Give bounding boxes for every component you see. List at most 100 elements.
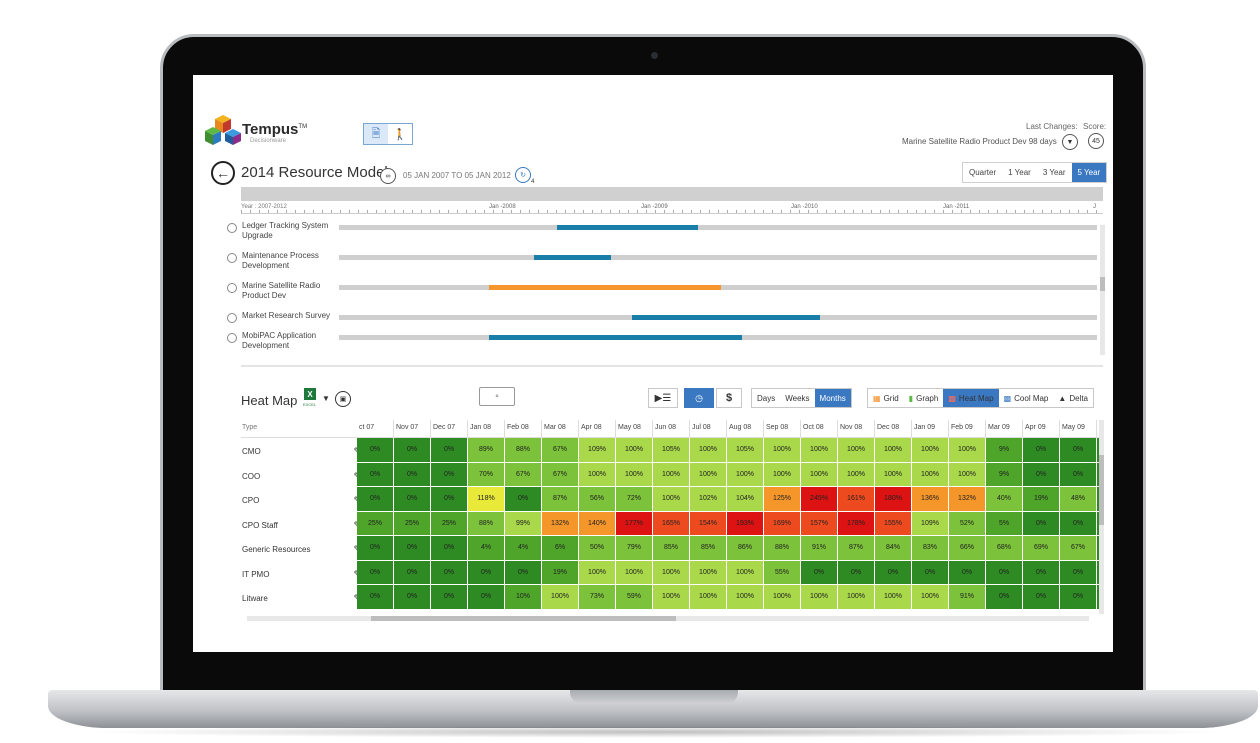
heatmap-cell[interactable]: 0% [468, 585, 505, 610]
heatmap-cell[interactable]: 132% [949, 487, 986, 512]
score-badge[interactable]: 45 [1088, 133, 1104, 149]
heatmap-cell[interactable]: 0% [949, 560, 986, 585]
range-tab-1-year[interactable]: 1 Year [1008, 168, 1031, 177]
heatmap-horizontal-scrollbar[interactable] [247, 616, 1089, 621]
heatmap-cell[interactable]: 100% [579, 560, 616, 585]
heatmap-cell[interactable] [1097, 487, 1099, 512]
heatmap-cell[interactable]: 0% [1023, 560, 1060, 585]
heatmap-cell[interactable]: 88% [468, 511, 505, 536]
heatmap-cell[interactable]: 0% [986, 560, 1023, 585]
project-radio[interactable] [227, 253, 237, 263]
chevron-down-icon[interactable]: ▼ [322, 394, 330, 403]
gantt-bar[interactable] [631, 315, 821, 320]
heatmap-cell[interactable]: 99% [505, 511, 542, 536]
heatmap-cell[interactable]: 109% [912, 511, 949, 536]
heatmap-cell[interactable]: 104% [727, 487, 764, 512]
project-radio[interactable] [227, 313, 237, 323]
dollar-icon[interactable]: $ [716, 388, 742, 408]
heatmap-cell[interactable]: 155% [875, 511, 912, 536]
heatmap-cell[interactable]: 0% [505, 487, 542, 512]
heatmap-cell[interactable]: 55% [764, 560, 801, 585]
heatmap-cell[interactable]: 6% [542, 536, 579, 561]
heatmap-cell[interactable]: 87% [542, 487, 579, 512]
heatmap-cell[interactable]: 0% [801, 560, 838, 585]
view-mode-grid[interactable]: ▦ Grid [868, 389, 904, 407]
view-mode-delta[interactable]: ▲ Delta [1053, 389, 1093, 407]
gantt-bar[interactable] [556, 225, 699, 230]
heatmap-cell[interactable]: 0% [394, 536, 431, 561]
heatmap-cell[interactable]: 59% [616, 585, 653, 610]
heatmap-cell[interactable]: 100% [875, 585, 912, 610]
heatmap-cell[interactable]: 89% [468, 438, 505, 463]
heatmap-cell[interactable]: 0% [357, 462, 394, 487]
heatmap-cell[interactable]: 50% [579, 536, 616, 561]
heatmap-cell[interactable]: 9% [986, 438, 1023, 463]
heatmap-cell[interactable]: 25% [357, 511, 394, 536]
project-radio[interactable] [227, 333, 237, 343]
heatmap-cell[interactable]: 0% [1060, 511, 1097, 536]
heatmap-cell[interactable]: 68% [986, 536, 1023, 561]
heatmap-cell[interactable]: 10% [505, 585, 542, 610]
heatmap-cell[interactable]: 100% [690, 560, 727, 585]
heatmap-cell[interactable]: 0% [394, 438, 431, 463]
heatmap-cell[interactable]: 165% [653, 511, 690, 536]
heatmap-cell[interactable]: 161% [838, 487, 875, 512]
heatmap-cell[interactable]: 67% [505, 462, 542, 487]
heatmap-cell[interactable]: 100% [727, 585, 764, 610]
heatmap-cell[interactable]: 0% [1023, 511, 1060, 536]
view-mode-heatmap[interactable]: ▩ Heat Map [943, 389, 999, 407]
view-mode-coolmap[interactable]: ▩ Cool Map [999, 389, 1054, 407]
heatmap-cell[interactable]: 69% [1023, 536, 1060, 561]
heatmap-cell[interactable]: 100% [616, 462, 653, 487]
heatmap-cell[interactable]: 102% [690, 487, 727, 512]
heatmap-cell[interactable]: 88% [505, 438, 542, 463]
heatmap-cell[interactable]: 0% [1023, 585, 1060, 610]
range-tab-quarter[interactable]: Quarter [969, 168, 997, 177]
heatmap-cell[interactable]: 0% [431, 462, 468, 487]
heatmap-cell[interactable]: 0% [1060, 462, 1097, 487]
heatmap-cell[interactable]: 100% [875, 462, 912, 487]
heatmap-cell[interactable]: 100% [653, 487, 690, 512]
heatmap-cell[interactable]: 100% [653, 560, 690, 585]
heatmap-cell[interactable]: 100% [653, 585, 690, 610]
heatmap-cell[interactable]: 0% [431, 536, 468, 561]
heatmap-cell[interactable]: 52% [949, 511, 986, 536]
heatmap-cell[interactable]: 100% [727, 560, 764, 585]
heatmap-cell[interactable]: 100% [542, 585, 579, 610]
sync-icon[interactable]: ↻ [515, 167, 531, 183]
heatmap-cell[interactable]: 72% [616, 487, 653, 512]
heatmap-cell[interactable] [1097, 511, 1099, 536]
heatmap-cell[interactable]: 0% [1060, 438, 1097, 463]
people-view-icon[interactable]: 🚶 [393, 128, 407, 141]
heatmap-cell[interactable]: 4% [505, 536, 542, 561]
heatmap-cell[interactable]: 100% [912, 438, 949, 463]
heatmap-cell[interactable]: 177% [616, 511, 653, 536]
heatmap-cell[interactable]: 25% [431, 511, 468, 536]
timeline-scrollbar[interactable] [241, 187, 1103, 201]
heatmap-cell[interactable]: 91% [801, 536, 838, 561]
heatmap-cell[interactable]: 0% [431, 585, 468, 610]
range-tab-5-year[interactable]: 5 Year [1071, 163, 1107, 182]
heatmap-cell[interactable]: 193% [727, 511, 764, 536]
heatmap-cell[interactable]: 0% [431, 438, 468, 463]
heatmap-cell[interactable]: 0% [912, 560, 949, 585]
heatmap-cell[interactable]: 0% [357, 438, 394, 463]
heatmap-cell[interactable]: 0% [394, 560, 431, 585]
heatmap-vertical-scrollbar[interactable] [1099, 420, 1104, 614]
heatmap-cell[interactable]: 0% [431, 560, 468, 585]
heatmap-cell[interactable]: 84% [875, 536, 912, 561]
heatmap-cell[interactable]: 0% [357, 585, 394, 610]
heatmap-cell[interactable]: 88% [764, 536, 801, 561]
project-radio[interactable] [227, 223, 237, 233]
heatmap-cell[interactable]: 19% [1023, 487, 1060, 512]
heatmap-cell[interactable]: 85% [690, 536, 727, 561]
time-unit-months[interactable]: Months [814, 389, 851, 407]
lock-icon[interactable]: ▣ [335, 391, 351, 407]
chevron-down-icon[interactable]: ▼ [1062, 134, 1078, 150]
heatmap-cell[interactable]: 70% [468, 462, 505, 487]
heatmap-cell[interactable]: 100% [875, 438, 912, 463]
heatmap-cell[interactable]: 100% [616, 560, 653, 585]
heatmap-cell[interactable]: 9% [986, 462, 1023, 487]
heatmap-cell[interactable]: 100% [912, 585, 949, 610]
back-arrow-icon[interactable]: ← [211, 161, 235, 185]
